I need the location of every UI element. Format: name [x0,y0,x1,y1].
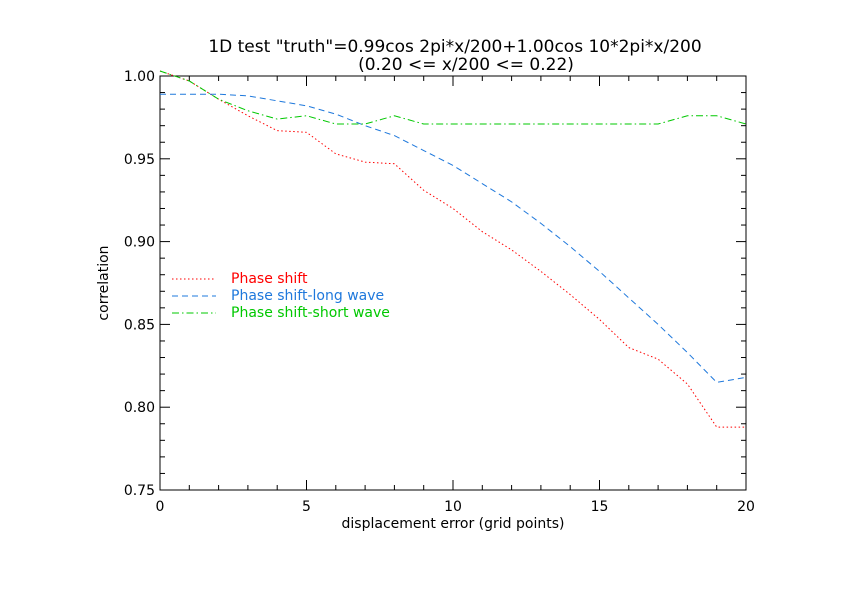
x-tick-label: 0 [156,499,165,515]
x-axis-tick-labels: 0 5 10 15 20 [156,499,755,515]
y-tick-label: 0.90 [124,235,155,251]
x-axis-ticks [159,76,747,490]
chart-title: 1D test "truth"=0.99cos 2pi*x/200+1.00co… [208,37,701,57]
legend-label-3: Phase shift-short wave [231,305,390,321]
series-line-1 [159,70,746,428]
chart-subtitle: (0.20 <= x/200 <= 0.22) [358,55,574,75]
y-tick-label: 0.85 [124,317,155,333]
series-lines [159,70,747,428]
legend-label-1: Phase shift [231,271,308,287]
legend-label-2: Phase shift-long wave [231,288,384,304]
y-tick-label: 1.00 [124,69,155,85]
y-axis-tick-labels: 0.75 0.80 0.85 0.90 0.95 1.00 [124,69,155,499]
x-tick-label: 20 [737,499,755,515]
x-tick-label: 10 [444,499,462,515]
y-axis-label: correlation [96,245,112,320]
x-tick-label: 5 [302,499,311,515]
y-tick-label: 0.75 [124,483,155,499]
y-tick-label: 0.80 [124,400,155,416]
series-line-3 [159,70,747,125]
x-axis-label: displacement error (grid points) [342,516,565,532]
y-tick-label: 0.95 [124,152,155,168]
y-axis-ticks [160,75,746,491]
x-tick-label: 15 [591,499,609,515]
series-line-2 [160,93,747,383]
